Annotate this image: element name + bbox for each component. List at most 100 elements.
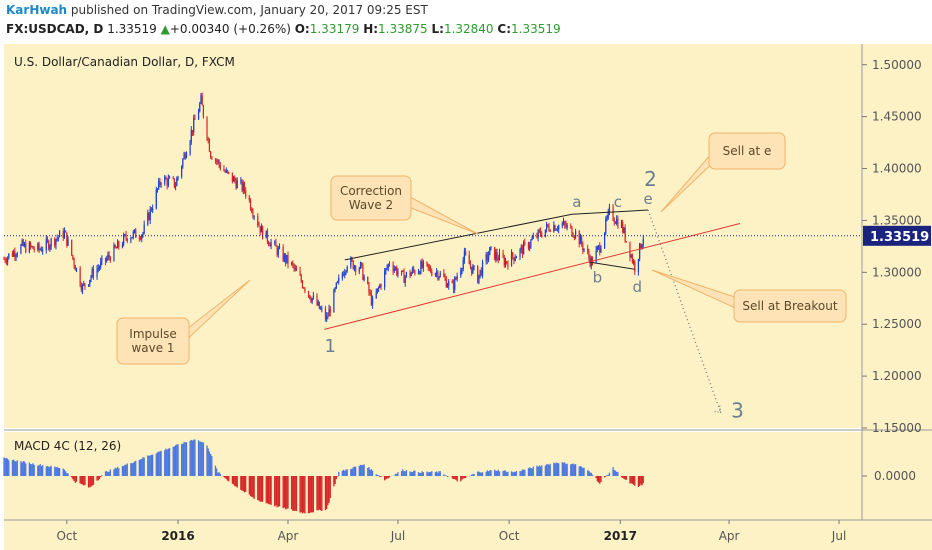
candle-body bbox=[472, 266, 474, 274]
candle-body bbox=[219, 164, 221, 169]
author-link[interactable]: KarHwah bbox=[6, 3, 68, 17]
projection-arrowhead bbox=[714, 405, 722, 414]
candle-body bbox=[530, 239, 532, 246]
candle-body bbox=[23, 243, 26, 247]
callout-text: Sell at e bbox=[723, 144, 772, 158]
candle-body bbox=[21, 240, 23, 246]
candle-body bbox=[370, 292, 372, 305]
candle-body bbox=[164, 177, 166, 184]
candle-body bbox=[605, 218, 607, 233]
y-tick-label: 1.25000 bbox=[872, 317, 922, 331]
candle-body bbox=[419, 271, 421, 274]
candle-body bbox=[224, 171, 226, 173]
lower-triangle-line bbox=[588, 261, 635, 270]
candle-body bbox=[150, 208, 153, 211]
candle-body bbox=[66, 232, 68, 246]
x-tick-label: Apr bbox=[278, 529, 299, 543]
x-tick-label: 2017 bbox=[604, 529, 637, 543]
candle-body bbox=[201, 95, 203, 106]
candle-body bbox=[54, 238, 56, 246]
candle-body bbox=[126, 238, 128, 242]
candle-body bbox=[200, 95, 202, 104]
candle-body bbox=[40, 249, 43, 252]
callout-text: Impulse bbox=[129, 327, 176, 341]
candle-body bbox=[115, 247, 117, 249]
candle-body bbox=[303, 287, 305, 289]
candle-body bbox=[527, 242, 530, 249]
candle-body bbox=[554, 225, 556, 231]
candle-body bbox=[113, 245, 115, 261]
candle-body bbox=[427, 263, 429, 268]
candle-body bbox=[581, 236, 583, 245]
candle-body bbox=[512, 252, 514, 258]
candle-body bbox=[92, 268, 95, 278]
candle-body bbox=[275, 241, 277, 247]
candle-body bbox=[324, 308, 327, 320]
candle-body bbox=[67, 239, 69, 246]
candle-body bbox=[520, 246, 522, 250]
candle-body bbox=[595, 249, 597, 263]
candle-body bbox=[622, 222, 624, 233]
candle-body bbox=[7, 257, 9, 263]
candle-body bbox=[202, 105, 204, 118]
candle-body bbox=[301, 281, 304, 288]
candle-body bbox=[371, 298, 374, 305]
callout-box bbox=[733, 289, 847, 323]
candle-body bbox=[231, 172, 233, 182]
candle-body bbox=[276, 246, 278, 255]
candle-body bbox=[564, 221, 566, 225]
symbol-label[interactable]: FX:USDCAD, D bbox=[6, 22, 104, 36]
candle-body bbox=[98, 267, 101, 269]
price-badge bbox=[863, 225, 931, 246]
candle-body bbox=[608, 206, 611, 212]
candle-body bbox=[572, 235, 574, 238]
candle-body bbox=[72, 254, 74, 259]
candle-body bbox=[420, 261, 422, 274]
candle-body bbox=[270, 241, 272, 247]
candle-body bbox=[152, 208, 154, 211]
candle-body bbox=[451, 281, 453, 284]
low-label: L: bbox=[431, 22, 444, 36]
candle-body bbox=[607, 211, 609, 218]
candle-body bbox=[630, 255, 632, 258]
candle-body bbox=[631, 255, 633, 263]
candle-body bbox=[62, 231, 64, 238]
candle-body bbox=[107, 254, 109, 259]
candle-body bbox=[513, 257, 515, 261]
high-label: H: bbox=[363, 22, 379, 36]
candle-body bbox=[31, 246, 33, 248]
candle-body bbox=[335, 282, 337, 289]
candle-body bbox=[624, 227, 626, 242]
candle-body bbox=[355, 266, 357, 272]
candle-body bbox=[465, 251, 467, 255]
candle-body bbox=[428, 267, 430, 269]
macd-tick-label: 0.0000 bbox=[874, 469, 916, 483]
candle-body bbox=[118, 241, 120, 248]
candle-body bbox=[294, 268, 296, 270]
candle-body bbox=[351, 258, 353, 261]
candle-body bbox=[184, 153, 186, 159]
candle-body bbox=[56, 238, 58, 240]
candle-body bbox=[295, 268, 298, 271]
candle-body bbox=[410, 272, 412, 276]
candle-body bbox=[573, 237, 575, 239]
y-tick-label: 1.20000 bbox=[872, 369, 922, 383]
wave-label-b: b bbox=[593, 269, 603, 287]
candle-body bbox=[321, 308, 323, 310]
candle-body bbox=[71, 239, 73, 255]
candle-body bbox=[338, 277, 340, 282]
candle-body bbox=[100, 261, 102, 268]
candle-body bbox=[404, 276, 406, 283]
candle-body bbox=[617, 218, 619, 228]
candle-body bbox=[58, 231, 61, 238]
candle-body bbox=[80, 285, 82, 291]
candle-body bbox=[312, 295, 314, 299]
candle-body bbox=[489, 247, 491, 256]
candle-body bbox=[411, 268, 414, 273]
macd-title: MACD 4C (12, 26) bbox=[14, 439, 121, 453]
candle-body bbox=[400, 270, 403, 273]
macd-histogram bbox=[3, 439, 644, 514]
candle-body bbox=[633, 261, 635, 263]
